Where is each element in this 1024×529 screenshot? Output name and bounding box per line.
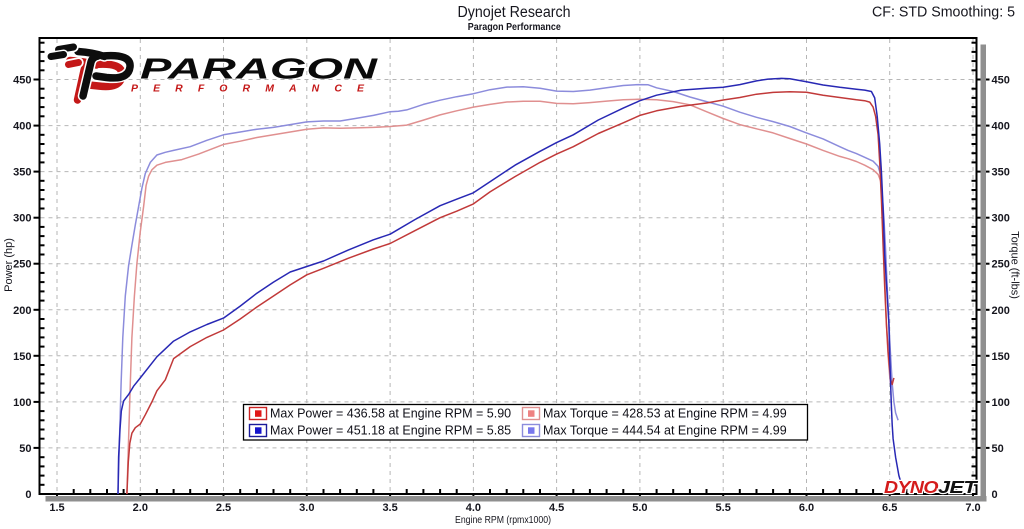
svg-text:Dynojet Research: Dynojet Research [458,4,571,21]
svg-text:Max Torque = 444.54 at Engine: Max Torque = 444.54 at Engine RPM = 4.99 [543,424,787,438]
svg-text:200: 200 [13,305,31,317]
svg-text:Power (hp): Power (hp) [3,238,15,292]
svg-text:6.5: 6.5 [882,502,897,514]
svg-text:100: 100 [992,397,1010,409]
svg-text:3.0: 3.0 [299,502,314,514]
svg-text:5.0: 5.0 [632,502,647,514]
svg-text:CF: STD Smoothing: 5: CF: STD Smoothing: 5 [872,5,1015,21]
svg-text:2.0: 2.0 [133,502,148,514]
svg-text:300: 300 [992,213,1010,225]
svg-text:350: 350 [992,167,1010,179]
svg-text:5.5: 5.5 [716,502,731,514]
svg-text:Paragon Performance: Paragon Performance [468,21,561,33]
svg-text:100: 100 [13,397,31,409]
svg-text:3.5: 3.5 [382,502,397,514]
svg-text:250: 250 [992,259,1010,271]
svg-text:50: 50 [19,443,31,455]
svg-text:400: 400 [13,121,31,133]
svg-text:150: 150 [992,351,1010,363]
svg-text:400: 400 [992,121,1010,133]
svg-text:Torque (ft-lbs): Torque (ft-lbs) [1009,231,1021,299]
svg-text:6.0: 6.0 [799,502,814,514]
svg-text:200: 200 [992,305,1010,317]
svg-text:Max Power = 451.18 at Engine R: Max Power = 451.18 at Engine RPM = 5.85 [270,424,511,438]
svg-text:Max Torque = 428.53 at Engine: Max Torque = 428.53 at Engine RPM = 4.99 [543,407,787,421]
svg-text:0: 0 [25,489,31,501]
svg-text:150: 150 [13,351,31,363]
svg-text:450: 450 [13,75,31,87]
svg-text:PARAGON: PARAGON [140,54,379,86]
svg-text:300: 300 [13,213,31,225]
svg-text:7.0: 7.0 [965,502,980,514]
svg-text:250: 250 [13,259,31,271]
svg-text:JET: JET [938,477,978,497]
svg-text:350: 350 [13,167,31,179]
svg-text:50: 50 [992,443,1004,455]
svg-text:450: 450 [992,75,1010,87]
svg-text:Max Power = 436.58 at Engine R: Max Power = 436.58 at Engine RPM = 5.90 [270,407,511,421]
svg-text:4.0: 4.0 [466,502,481,514]
svg-text:1.5: 1.5 [49,502,64,514]
svg-text:0: 0 [992,489,998,501]
svg-text:4.5: 4.5 [549,502,564,514]
svg-text:DYNO: DYNO [884,477,939,497]
svg-text:2.5: 2.5 [216,502,231,514]
svg-text:Engine RPM (rpmx1000): Engine RPM (rpmx1000) [455,514,551,526]
